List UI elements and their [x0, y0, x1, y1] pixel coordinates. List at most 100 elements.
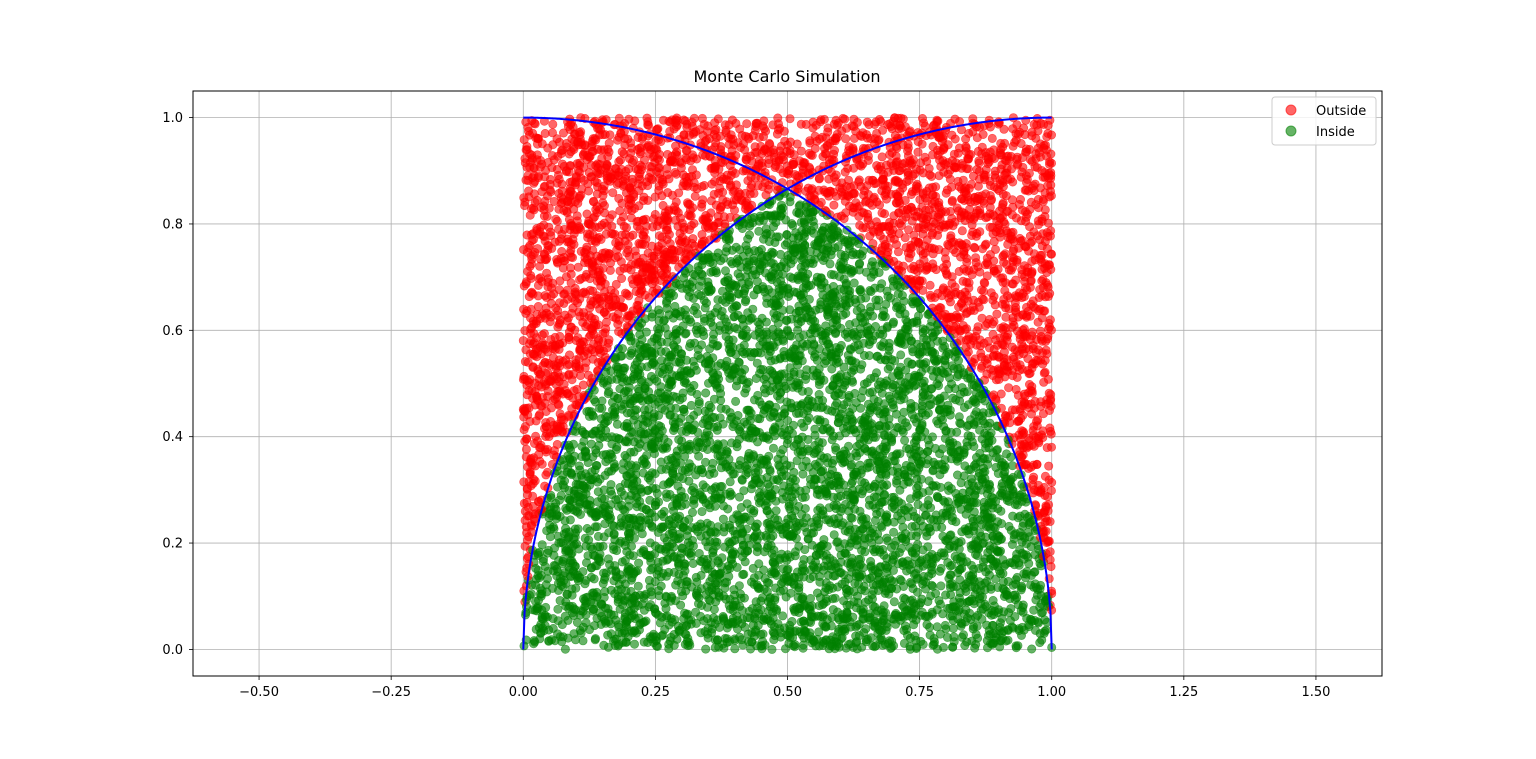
point-outside — [713, 114, 723, 124]
point-inside — [694, 399, 704, 409]
point-outside — [537, 330, 547, 340]
point-inside — [619, 458, 629, 468]
point-outside — [1029, 472, 1039, 482]
point-inside — [560, 644, 570, 654]
point-outside — [548, 119, 558, 129]
point-outside — [519, 498, 529, 508]
point-outside — [527, 236, 537, 246]
point-inside — [882, 533, 892, 543]
point-outside — [528, 491, 538, 501]
point-inside — [785, 305, 795, 315]
point-inside — [725, 477, 735, 487]
point-inside — [560, 516, 570, 526]
point-outside — [904, 253, 914, 263]
point-inside — [633, 581, 643, 591]
point-outside — [685, 211, 695, 221]
point-inside — [891, 450, 901, 460]
point-outside — [877, 152, 887, 162]
point-outside — [519, 425, 529, 435]
point-inside — [788, 513, 798, 523]
point-outside — [533, 244, 543, 254]
point-inside — [937, 522, 947, 532]
point-outside — [978, 130, 988, 140]
point-inside — [590, 634, 600, 644]
point-inside — [604, 528, 614, 538]
point-outside — [840, 167, 850, 177]
point-inside — [893, 289, 903, 299]
point-outside — [552, 439, 562, 449]
point-outside — [526, 288, 536, 298]
point-outside — [924, 163, 934, 173]
point-inside — [828, 605, 838, 615]
point-outside — [697, 199, 707, 209]
point-outside — [1033, 317, 1043, 327]
point-inside — [889, 597, 899, 607]
point-inside — [671, 580, 681, 590]
point-outside — [975, 227, 985, 237]
point-inside — [639, 459, 649, 469]
point-inside — [947, 516, 957, 526]
point-outside — [1027, 409, 1037, 419]
point-inside — [831, 563, 841, 573]
point-inside — [923, 597, 933, 607]
point-inside — [697, 507, 707, 517]
point-inside — [826, 469, 836, 479]
point-inside — [644, 575, 654, 585]
point-inside — [634, 558, 644, 568]
point-outside — [617, 273, 627, 283]
point-inside — [744, 218, 754, 228]
point-inside — [716, 403, 726, 413]
point-inside — [919, 333, 929, 343]
point-inside — [702, 581, 712, 591]
point-inside — [857, 489, 867, 499]
point-inside — [812, 588, 822, 598]
point-outside — [1007, 405, 1017, 415]
point-inside — [593, 531, 603, 541]
point-outside — [607, 302, 617, 312]
point-outside — [917, 114, 927, 124]
point-inside — [795, 200, 805, 210]
point-inside — [868, 403, 878, 413]
point-outside — [990, 166, 1000, 176]
point-inside — [749, 395, 759, 405]
point-outside — [885, 233, 895, 243]
point-inside — [790, 642, 800, 652]
point-inside — [1003, 576, 1013, 586]
point-inside — [826, 269, 836, 279]
point-inside — [731, 242, 741, 252]
point-outside — [690, 191, 700, 201]
point-inside — [849, 278, 859, 288]
point-outside — [533, 301, 543, 311]
point-inside — [1011, 643, 1021, 653]
point-outside — [974, 158, 984, 168]
point-inside — [758, 629, 768, 639]
point-inside — [589, 621, 599, 631]
point-inside — [934, 394, 944, 404]
point-inside — [889, 527, 899, 537]
point-inside — [677, 393, 687, 403]
point-outside — [912, 223, 922, 233]
point-outside — [925, 280, 935, 290]
point-inside — [952, 427, 962, 437]
point-outside — [785, 114, 795, 124]
point-outside — [987, 133, 997, 143]
point-outside — [985, 209, 995, 219]
point-inside — [681, 328, 691, 338]
point-inside — [929, 640, 939, 650]
point-inside — [923, 446, 933, 456]
point-inside — [872, 301, 882, 311]
point-inside — [581, 618, 591, 628]
point-inside — [731, 396, 741, 406]
point-outside — [1004, 383, 1014, 393]
point-inside — [886, 542, 896, 552]
point-inside — [866, 287, 876, 297]
point-inside — [740, 364, 750, 374]
point-outside — [736, 143, 746, 153]
point-inside — [657, 369, 667, 379]
point-inside — [798, 469, 808, 479]
point-outside — [989, 237, 999, 247]
point-inside — [727, 259, 737, 269]
point-inside — [541, 602, 551, 612]
point-inside — [629, 533, 639, 543]
